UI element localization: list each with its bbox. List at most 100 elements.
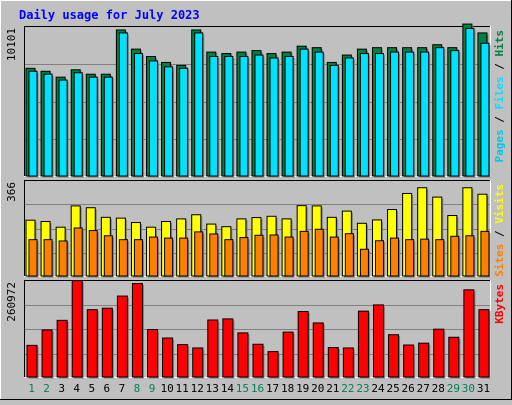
x-tick-label: 27 [417,382,430,395]
x-tick-label: 13 [206,382,219,395]
bar-kbytes [192,347,205,379]
bar-kbytes [267,351,280,379]
bar-sites [133,239,144,278]
bar-kbytes [433,328,446,379]
bar-kbytes [56,319,69,379]
x-tick-label: 11 [176,382,189,395]
chart-title: Daily usage for July 2023 [19,8,200,22]
bar-files [344,57,355,178]
bar-kbytes [41,329,54,379]
bar-kbytes [297,311,310,379]
bar-kbytes [418,342,431,379]
legend-kbytes: KBytes [493,284,506,324]
x-tick-label: 28 [432,382,445,395]
bar-files [359,53,370,178]
bar-files [28,70,39,178]
bar-sites [344,233,355,278]
y-tick-label: 260972 [5,282,18,322]
bar-files [465,27,476,178]
bar-files [450,50,461,178]
bar-files [374,53,385,178]
bar-kbytes [26,344,39,379]
x-tick-label: 8 [134,382,141,395]
x-tick-label: 25 [386,382,399,395]
bar-kbytes [282,331,295,379]
bar-files [103,76,114,178]
legend-files: Files [493,76,506,109]
bar-sites [405,239,416,278]
x-tick-label: 30 [462,382,475,395]
chart-panels: 10101 Pages / Files / Hits 366 Sites / Visi… [5,23,506,379]
x-tick-label: 20 [311,382,324,395]
bar-files [390,51,401,178]
bar-kbytes [327,347,340,379]
bar-files [284,56,295,178]
bar-sites [254,234,265,278]
bar-sites [269,234,280,278]
x-tick-label: 15 [236,382,249,395]
bar-kbytes [342,347,355,379]
bar-kbytes [252,343,265,379]
x-tick-label: 31 [477,382,490,395]
bar-kbytes [478,309,491,379]
bar-kbytes [207,319,220,379]
x-tick-label: 22 [341,382,354,395]
bar-sites [299,230,310,278]
bar-kbytes [222,318,235,379]
legend-pages: Pages [493,129,506,162]
x-tick-label: 17 [266,382,279,395]
bar-files [254,54,265,178]
bar-sites [103,235,114,278]
bar-files [118,32,129,178]
x-tick-label: 2 [43,382,50,395]
bar-sites [224,239,235,278]
x-tick-label: 12 [191,382,204,395]
bar-sites [88,230,99,278]
x-tick-label: 29 [447,382,460,395]
bar-kbytes [372,304,385,379]
bar-sites [179,237,190,278]
bar-kbytes [71,280,84,379]
x-tick-label: 16 [251,382,264,395]
bar-sites [43,239,54,278]
bar-sites [239,237,250,278]
legend-visits: Visits [493,184,506,224]
bar-kbytes [312,322,325,379]
bar-files [224,56,235,178]
x-tick-label: 21 [326,382,339,395]
bar-files [88,76,99,178]
bar-files [209,56,220,178]
x-tick-label: 4 [73,382,80,395]
x-tick-label: 14 [221,382,235,395]
bar-files [329,64,340,178]
x-tick-label: 6 [104,382,111,395]
bar-sites [450,235,461,278]
bar-sites [465,235,476,278]
bar-files [58,79,69,178]
bar-sites [28,239,39,278]
bar-files [480,42,491,178]
bar-kbytes [116,295,129,379]
bar-kbytes [463,289,476,379]
bar-kbytes [86,309,99,379]
x-tick-label: 23 [356,382,369,395]
bar-sites [435,239,446,278]
bar-sites [314,228,325,278]
x-tick-label: 18 [281,382,294,395]
bar-files [194,32,205,178]
x-tick-label: 19 [296,382,309,395]
bar-kbytes [388,334,401,379]
bar-sites [420,238,431,278]
x-tick-label: 24 [371,382,385,395]
bar-sites [284,236,295,278]
bar-sites [194,231,205,278]
bar-sites [209,233,220,278]
bar-files [149,60,160,178]
bar-files [164,66,175,178]
bar-files [239,56,250,178]
bar-sites [480,230,491,278]
x-tick-label: 3 [58,382,65,395]
bar-files [179,67,190,178]
series-legend: Pages / Files / Hits [493,30,506,163]
